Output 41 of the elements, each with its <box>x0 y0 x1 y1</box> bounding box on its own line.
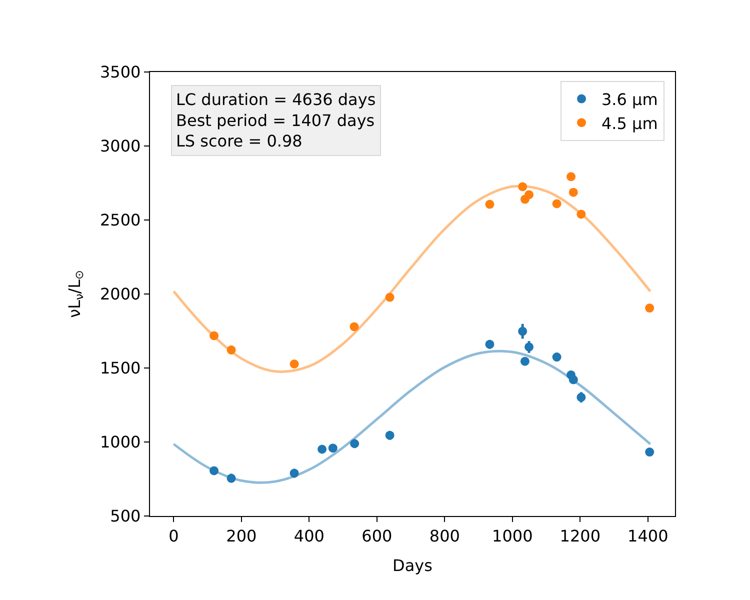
point <box>350 322 359 332</box>
x-tick-label: 800 <box>429 526 460 546</box>
point <box>318 444 327 454</box>
point <box>520 356 530 366</box>
x-tick-label: 1400 <box>628 526 668 546</box>
x-tick-label: 0 <box>168 526 179 546</box>
point <box>290 360 299 368</box>
x-tick-label: 600 <box>362 526 392 546</box>
point <box>328 444 338 453</box>
x-axis-title: Days <box>392 556 432 575</box>
y-tick-label: 1500 <box>100 358 141 378</box>
legend-label: 3.6 μm <box>602 90 658 110</box>
y-tick-label: 3500 <box>100 62 141 82</box>
point <box>210 466 219 476</box>
point <box>518 326 528 336</box>
x-tick-label: 1000 <box>492 526 533 546</box>
y-tick-label: 3000 <box>100 136 141 156</box>
point <box>645 448 654 457</box>
point <box>568 188 578 197</box>
point <box>210 331 219 340</box>
point <box>385 292 394 302</box>
point <box>566 172 576 182</box>
y-tick-label: 2000 <box>100 284 141 304</box>
line-series <box>172 350 652 484</box>
point <box>576 210 586 219</box>
x-tick-label: 1200 <box>560 526 601 546</box>
point <box>576 392 586 402</box>
line-series <box>172 184 652 373</box>
point <box>485 200 494 209</box>
point <box>518 182 528 192</box>
point <box>645 304 654 313</box>
x-tick-label: 400 <box>294 526 324 546</box>
point <box>524 342 534 352</box>
x-tick-label: 200 <box>226 526 257 546</box>
point <box>552 199 562 208</box>
point <box>524 190 534 200</box>
y-tick-label: 500 <box>110 506 141 526</box>
y-tick-label: 2500 <box>100 210 141 230</box>
legend-label: 4.5 μm <box>602 114 658 133</box>
y-tick-label: 1000 <box>100 432 141 452</box>
annotation: LC duration = 4636 days Best period = 1407 days LS score = 0.98 <box>176 90 376 151</box>
